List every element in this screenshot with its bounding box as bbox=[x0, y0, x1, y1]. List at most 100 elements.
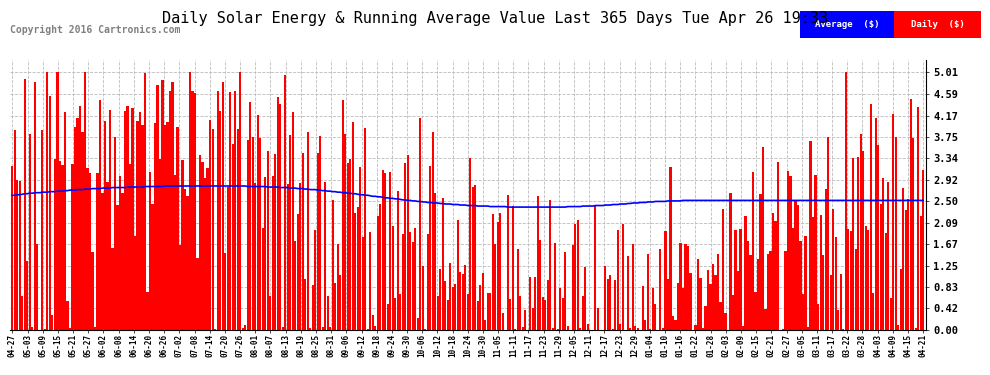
Bar bbox=[209, 120, 211, 330]
Bar bbox=[464, 265, 466, 330]
Bar bbox=[892, 114, 894, 330]
Bar bbox=[474, 184, 476, 330]
Bar bbox=[900, 269, 902, 330]
Bar bbox=[535, 277, 537, 330]
Bar bbox=[630, 328, 632, 330]
Bar bbox=[161, 80, 163, 330]
Bar bbox=[617, 230, 619, 330]
Bar bbox=[34, 82, 36, 330]
Bar bbox=[247, 140, 248, 330]
Bar bbox=[862, 151, 864, 330]
Bar bbox=[374, 326, 376, 330]
Bar bbox=[271, 176, 273, 330]
Bar bbox=[332, 200, 334, 330]
Bar bbox=[810, 141, 812, 330]
Bar bbox=[897, 326, 899, 330]
Bar bbox=[604, 266, 607, 330]
Bar bbox=[815, 175, 817, 330]
Bar bbox=[229, 93, 231, 330]
Bar bbox=[644, 320, 646, 330]
Bar bbox=[164, 125, 166, 330]
Bar bbox=[742, 326, 744, 330]
Bar bbox=[342, 100, 344, 330]
Bar bbox=[24, 79, 26, 330]
Bar bbox=[840, 274, 842, 330]
Bar bbox=[199, 155, 201, 330]
Bar bbox=[61, 165, 63, 330]
Bar bbox=[910, 99, 912, 330]
Bar bbox=[651, 288, 654, 330]
Bar bbox=[699, 278, 702, 330]
Bar bbox=[509, 299, 512, 330]
Bar bbox=[259, 138, 261, 330]
Bar bbox=[389, 172, 391, 330]
Bar bbox=[269, 296, 271, 330]
Bar bbox=[844, 72, 846, 330]
Bar bbox=[19, 181, 21, 330]
Bar bbox=[554, 243, 556, 330]
Bar bbox=[682, 288, 684, 330]
Bar bbox=[397, 191, 399, 330]
Bar bbox=[189, 72, 191, 330]
Bar bbox=[767, 254, 769, 330]
Bar bbox=[607, 279, 609, 330]
Bar bbox=[49, 96, 51, 330]
Bar bbox=[99, 100, 101, 330]
Bar bbox=[915, 328, 917, 330]
Bar bbox=[222, 82, 224, 330]
Bar bbox=[715, 275, 717, 330]
Bar bbox=[752, 172, 754, 330]
Bar bbox=[37, 244, 39, 330]
Bar bbox=[294, 241, 296, 330]
Bar bbox=[627, 255, 629, 330]
Bar bbox=[847, 229, 849, 330]
Bar bbox=[86, 168, 88, 330]
Bar bbox=[242, 328, 244, 330]
Bar bbox=[572, 244, 574, 330]
Bar bbox=[51, 315, 53, 330]
Bar bbox=[642, 286, 644, 330]
Bar bbox=[337, 244, 339, 330]
Bar bbox=[559, 288, 561, 330]
Bar bbox=[705, 306, 707, 330]
Bar bbox=[542, 297, 544, 330]
Bar bbox=[777, 162, 779, 330]
Bar bbox=[202, 162, 204, 330]
Bar bbox=[109, 110, 111, 330]
Bar bbox=[635, 326, 637, 330]
Bar bbox=[609, 275, 612, 330]
Bar bbox=[502, 313, 504, 330]
Bar bbox=[139, 112, 141, 330]
Bar bbox=[662, 327, 664, 330]
Bar bbox=[907, 199, 909, 330]
Bar bbox=[754, 292, 756, 330]
Bar bbox=[637, 328, 639, 330]
Bar bbox=[454, 284, 456, 330]
Bar bbox=[579, 328, 581, 330]
Bar bbox=[437, 296, 439, 330]
Bar bbox=[615, 280, 617, 330]
Bar bbox=[451, 287, 453, 330]
Bar bbox=[544, 300, 546, 330]
Bar bbox=[830, 275, 832, 330]
Bar bbox=[219, 111, 221, 330]
Bar bbox=[402, 234, 404, 330]
Bar bbox=[822, 255, 824, 330]
Bar bbox=[749, 255, 751, 330]
Bar bbox=[89, 173, 91, 330]
Bar bbox=[194, 93, 196, 330]
Bar bbox=[564, 252, 566, 330]
Bar bbox=[349, 159, 351, 330]
Bar bbox=[707, 270, 709, 330]
Bar bbox=[479, 285, 481, 330]
Bar bbox=[166, 122, 168, 330]
Bar bbox=[47, 72, 49, 330]
Bar bbox=[740, 230, 742, 330]
Bar bbox=[56, 72, 58, 330]
Bar bbox=[394, 298, 396, 330]
Bar bbox=[746, 241, 749, 330]
Bar bbox=[489, 293, 491, 330]
Bar bbox=[53, 159, 56, 330]
Bar bbox=[412, 242, 414, 330]
Bar bbox=[334, 283, 337, 330]
